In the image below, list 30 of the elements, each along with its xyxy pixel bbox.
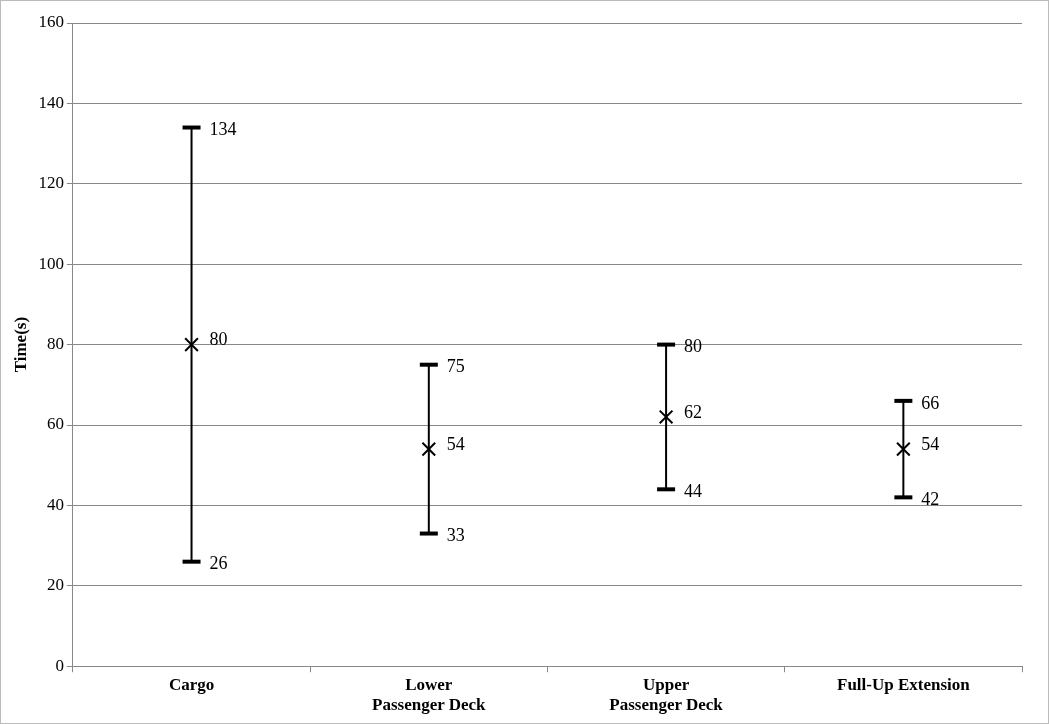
y-tick-label: 20 (46, 575, 64, 595)
annotation: 44 (684, 481, 703, 502)
annotation: 42 (921, 489, 940, 510)
x-tick-label: Full-Up Extension (837, 674, 971, 694)
y-tick-label: 80 (46, 334, 64, 354)
y-tick-label: 0 (55, 655, 64, 675)
annotation: 134 (209, 119, 237, 140)
annotation: 26 (209, 553, 228, 574)
y-tick-label: 100 (38, 253, 64, 273)
y-tick-label: 120 (38, 173, 64, 193)
point (658, 409, 674, 425)
x-tick-label: Cargo (168, 674, 215, 694)
annotation: 75 (446, 356, 465, 377)
annotation: 33 (446, 525, 465, 546)
point (896, 441, 911, 457)
data-label: 54 (446, 433, 465, 454)
y-tick-label: 140 (38, 92, 64, 112)
y-tick-label: 40 (46, 494, 64, 514)
x-tick-label: Lower Passenger Deck (372, 674, 487, 715)
data-label: 62 (684, 401, 703, 422)
point (421, 441, 437, 457)
x-tick-label: Upper Passenger Deck (609, 674, 724, 715)
annotation: 80 (684, 336, 703, 357)
y-axis-title: Time(s) (10, 316, 30, 373)
point (184, 337, 199, 352)
annotation: 66 (921, 392, 940, 413)
data-label: 54 (921, 433, 940, 454)
y-tick-label: 60 (46, 414, 64, 434)
y-tick-label: 160 (38, 12, 64, 32)
data-label: 80 (209, 329, 228, 350)
